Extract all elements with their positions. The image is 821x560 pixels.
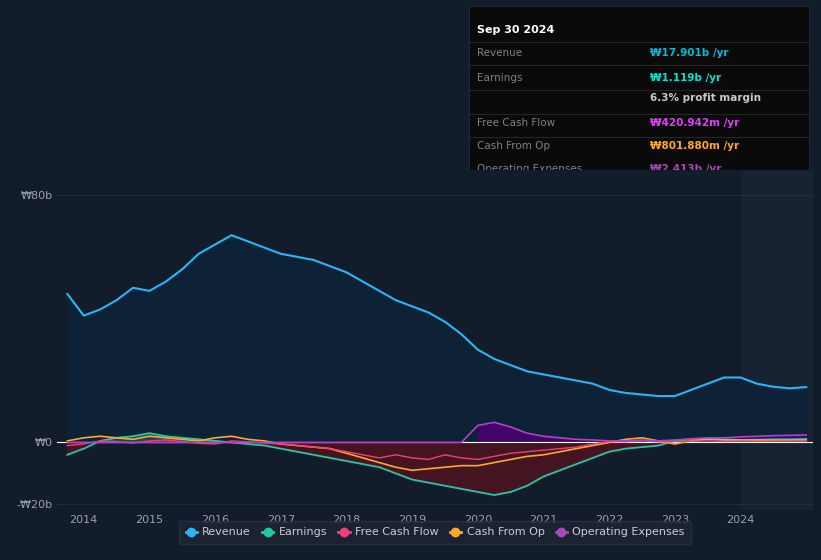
Text: Free Cash Flow: Free Cash Flow [477, 118, 555, 128]
Text: ₩420.942m /yr: ₩420.942m /yr [650, 118, 740, 128]
Text: ₩801.880m /yr: ₩801.880m /yr [650, 141, 740, 151]
Text: 6.3% profit margin: 6.3% profit margin [650, 93, 761, 103]
Text: ₩17.901b /yr: ₩17.901b /yr [650, 48, 729, 58]
Text: Sep 30 2024: Sep 30 2024 [477, 25, 554, 35]
FancyBboxPatch shape [469, 6, 809, 170]
Legend: Revenue, Earnings, Free Cash Flow, Cash From Op, Operating Expenses: Revenue, Earnings, Free Cash Flow, Cash … [179, 521, 691, 544]
Text: Operating Expenses: Operating Expenses [477, 164, 582, 174]
Bar [741, 170, 813, 511]
Text: ₩1.119b /yr: ₩1.119b /yr [650, 73, 722, 83]
Text: ₩2.413b /yr: ₩2.413b /yr [650, 164, 722, 174]
Text: Revenue: Revenue [477, 48, 522, 58]
Text: Earnings: Earnings [477, 73, 522, 83]
Text: Cash From Op: Cash From Op [477, 141, 550, 151]
